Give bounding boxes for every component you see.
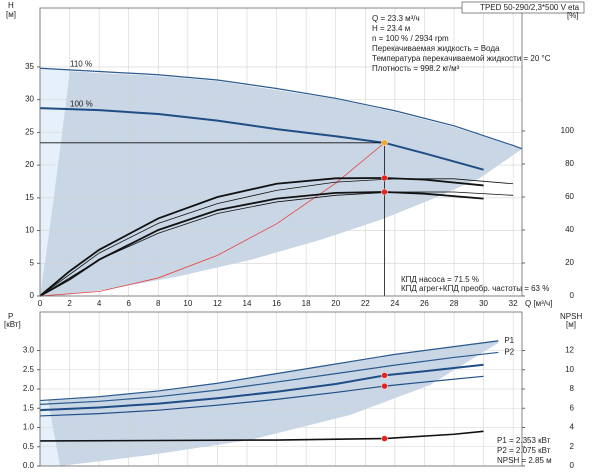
curve [39,191,514,297]
note: КПД агрег+КПД преобр. частоты = 63 % [401,284,549,293]
info-line: Плотность = 998.2 кг/м³ [372,64,460,73]
y2-tick-label: 2 [570,442,575,451]
y-tick-label: 20 [25,160,34,169]
y2-axis-unit: [%] [567,11,579,20]
curve [39,191,484,297]
curve-label: 110 % [70,59,92,68]
info-line: NPSH = 2.85 м [497,456,552,465]
y-tick-label: 2.0 [23,384,35,393]
y2-tick-label: 20 [565,258,574,267]
curve [39,142,385,297]
y-axis-unit: [м] [6,10,16,19]
operating-point [381,435,388,442]
curve-label: 100 % [70,99,93,108]
y2-tick-label: 40 [565,225,574,234]
y-axis-unit: [кВт] [4,320,21,329]
x-tick-label: 6 [126,299,131,308]
y2-tick-label: 100 [561,126,575,135]
y-tick-label: 0.0 [23,461,35,470]
x-tick-label: 24 [390,299,399,308]
info-line: n = 100 % / 2934 rpm [372,34,449,43]
info-line: Перекачиваемая жидкость = Вода [372,44,500,53]
y-tick-label: 1.5 [23,403,35,412]
x-tick-label: 22 [361,299,370,308]
y-tick-label: 2.5 [23,365,35,374]
x-tick-label: 28 [450,299,459,308]
y-tick-label: 15 [25,193,34,202]
x-tick-label: 0 [38,299,43,308]
plot-frame [39,7,523,297]
y-axis-label: P [8,312,13,321]
y-tick-label: 35 [25,62,34,71]
y2-tick-label: 60 [565,192,574,201]
power-range-light [40,400,60,466]
curve [39,177,484,297]
operating-range-light [40,69,70,296]
curve [39,107,484,171]
y-axis-label: H [8,1,14,10]
curve-label: P2 [504,348,514,357]
y2-tick-label: 12 [565,346,574,355]
x-tick-label: 26 [420,299,429,308]
x-tick-label: 14 [243,299,252,308]
y2-tick-label: 0 [570,461,575,470]
title-box [461,1,585,14]
x-tick-label: 18 [302,299,311,308]
x-axis-label: Q [м³/ч] [525,299,552,308]
operating-point [381,188,388,196]
info-line: P2 = 2.075 кВт [497,446,551,455]
y2-tick-label: 6 [570,403,575,412]
info-line: P1 = 2.353 кВт [497,436,551,445]
power-range [40,340,498,466]
curve [39,340,499,402]
y2-tick-label: 80 [565,159,574,168]
curve [39,363,484,412]
y-tick-label: 5 [30,258,35,267]
curve [39,67,523,150]
y-tick-label: 0 [30,291,35,300]
x-tick-label: 20 [331,299,340,308]
x-tick-label: 16 [272,299,281,308]
operating-point [381,382,388,390]
x-tick-label: 10 [183,299,192,308]
y-tick-label: 25 [25,127,34,136]
y2-tick-label: 4 [570,423,575,432]
chart-title: TPED 50-290/2,3*500 V [480,3,566,12]
y2-tick-label: 10 [565,365,574,374]
info-line: Q = 23.3 м³/ч [372,14,420,23]
x-tick-label: 8 [156,299,161,308]
info-block: Q = 23.3 м³/ч H = 23.4 м n = 100 % / 293… [372,14,551,73]
x-tick-label: 4 [97,299,102,308]
x-tick-label: 12 [213,299,222,308]
x-tick-label: 30 [479,299,488,308]
curve-label: P1 [504,336,514,345]
note: КПД насоса = 71.5 % [401,275,479,284]
y-tick-label: 1.0 [23,423,35,432]
y2-axis-label: NPSH [560,312,582,321]
curve [39,178,514,297]
y2-tick-label: 0 [570,291,575,300]
y-tick-label: 0.5 [23,442,35,451]
info-line: Температура перекачиваемой жидкости = 20… [372,54,551,63]
y2-axis-unit: [м] [566,320,576,329]
curve [39,351,499,405]
y2-axis-label: eta [568,3,580,12]
x-tick-label: 32 [509,299,518,308]
curve [39,375,484,417]
x-tick-label: 2 [67,299,72,308]
y-tick-label: 3.0 [23,346,35,355]
operating-point [381,372,388,379]
y2-tick-label: 8 [570,384,575,393]
y-tick-label: 10 [25,226,34,235]
y-tick-label: 30 [25,95,34,104]
operating-point [381,174,388,182]
curve [39,430,484,442]
plot-frame [39,311,523,467]
operating-point [381,139,388,147]
info-line: H = 23.4 м [372,24,410,33]
